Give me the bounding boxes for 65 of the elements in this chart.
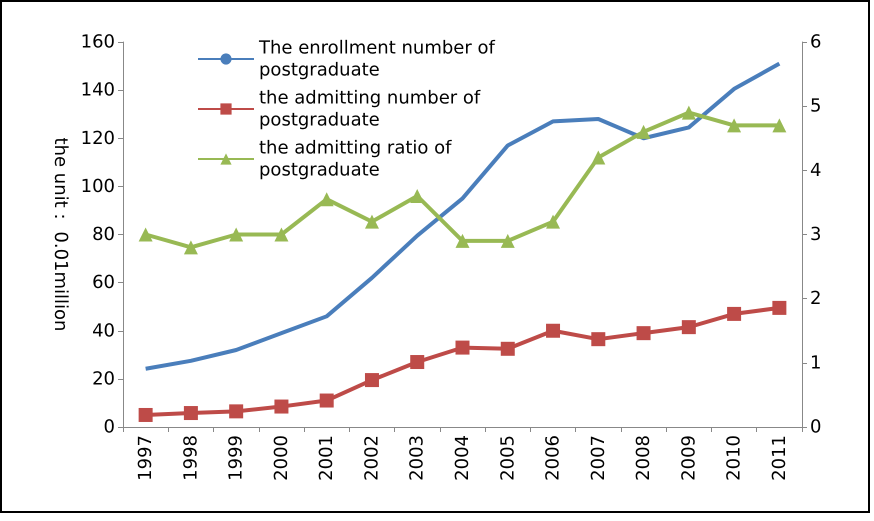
- y-tick-label: 40: [92, 320, 115, 342]
- x-tick-label: 2010: [724, 435, 745, 481]
- y-tick-label: 0: [104, 416, 115, 438]
- x-tick-label: 2008: [633, 435, 654, 481]
- y-tick-label: 60: [92, 272, 115, 294]
- point: [184, 240, 198, 254]
- y-tick-label: 20: [92, 368, 115, 390]
- y2-tick-label: 3: [810, 224, 822, 245]
- x-tick-label: 1997: [135, 435, 156, 481]
- point: [727, 118, 742, 132]
- point: [320, 192, 334, 206]
- point: [636, 326, 651, 340]
- point: [500, 342, 515, 356]
- y-tick-label: 100: [80, 176, 115, 197]
- point: [364, 214, 379, 229]
- x-tick-label: 2002: [361, 435, 382, 481]
- point: [591, 150, 606, 164]
- point: [364, 373, 379, 388]
- y2-tick-label: 4: [810, 160, 822, 181]
- x-tick-label: 2003: [406, 435, 428, 481]
- point: [229, 404, 244, 418]
- x-tick-label: 2007: [588, 435, 609, 481]
- point: [138, 228, 153, 242]
- point: [682, 320, 696, 334]
- x-tick-label: 2006: [542, 435, 564, 481]
- y-tick-label: 120: [80, 128, 115, 149]
- x-tick-label: 2005: [497, 435, 518, 481]
- point: [274, 400, 288, 414]
- y2-tick-label: 6: [810, 32, 822, 52]
- point: [456, 234, 470, 248]
- point: [138, 408, 153, 422]
- point: [229, 228, 244, 242]
- point: [546, 214, 560, 229]
- y-tick-label: 140: [80, 80, 115, 101]
- y2-tick-label: 1: [810, 352, 822, 374]
- x-tick-label: 2009: [678, 435, 700, 481]
- x-tick-label: 2004: [452, 435, 473, 481]
- point: [410, 355, 424, 370]
- x-tick-label: 2000: [270, 435, 292, 481]
- legend-label: the admitting ratio of postgraduate: [259, 138, 458, 180]
- line-series: [144, 62, 782, 371]
- y-tick-label: 160: [80, 32, 115, 52]
- point: [727, 306, 742, 321]
- x-tick-label: 2001: [316, 435, 338, 481]
- x-tick-label: 1998: [180, 435, 202, 481]
- point: [591, 332, 606, 346]
- x-tick-label: 1999: [226, 435, 247, 481]
- point: [772, 118, 786, 132]
- y2-tick-label: 0: [810, 416, 822, 438]
- legend-label: the admitting number of postgraduate: [259, 88, 486, 130]
- point: [274, 228, 288, 242]
- x-tick-label: 2011: [768, 435, 790, 481]
- point: [772, 300, 786, 315]
- point: [500, 234, 515, 248]
- point: [456, 340, 470, 355]
- point: [184, 406, 198, 420]
- point: [320, 394, 334, 408]
- y-axis-title: the unit： 0.01million: [50, 138, 72, 332]
- y-tick-label: 80: [92, 224, 115, 245]
- y2-tick-label: 5: [810, 96, 822, 117]
- legend-label: The enrollment number of postgraduate: [258, 38, 501, 80]
- point: [682, 106, 696, 120]
- point: [546, 324, 560, 338]
- point: [636, 124, 651, 139]
- y2-tick-label: 2: [810, 288, 822, 310]
